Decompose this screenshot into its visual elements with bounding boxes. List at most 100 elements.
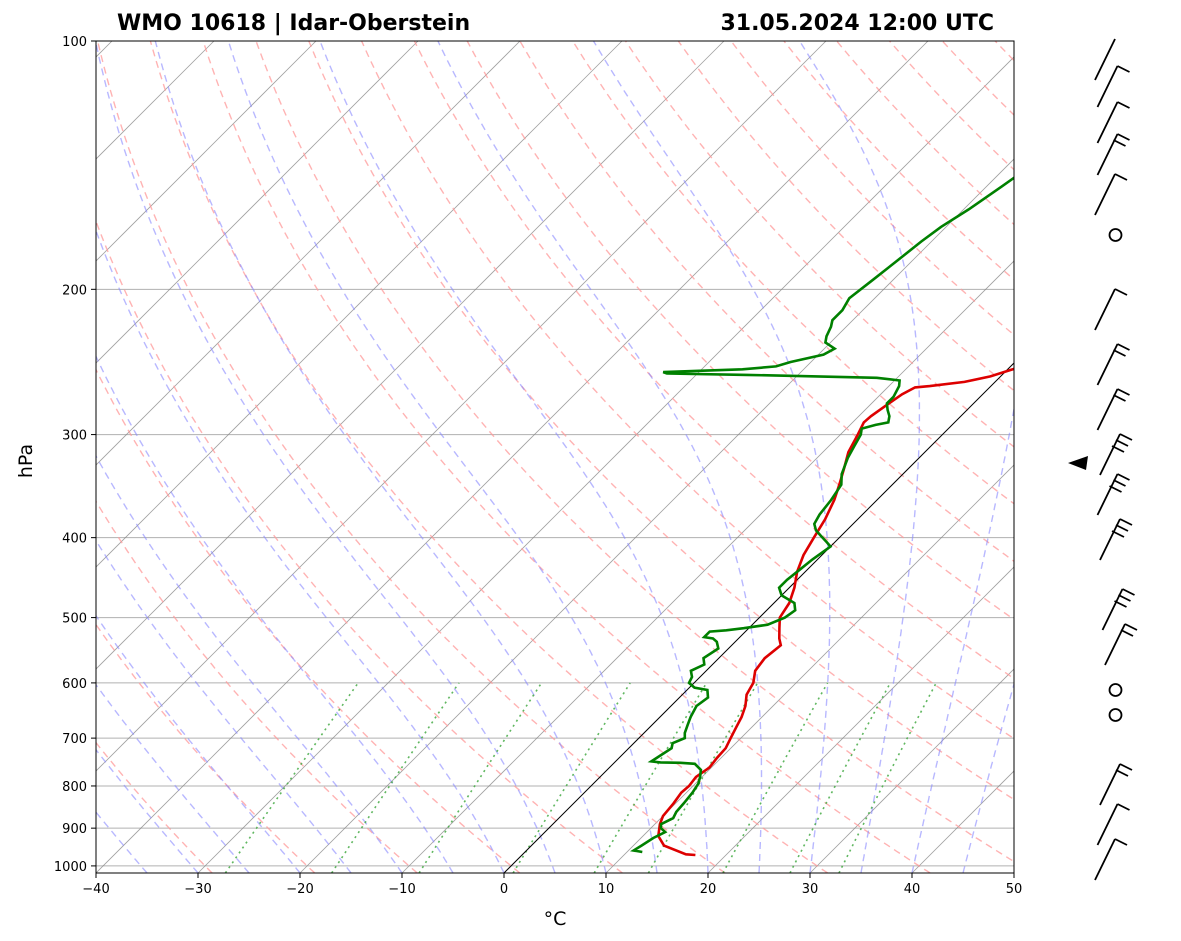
isotherm-line <box>96 41 521 466</box>
mixing-ratio-lines <box>224 682 937 873</box>
isotherm-line <box>96 41 419 364</box>
wind-barb-flag <box>1114 173 1128 181</box>
moist-adiabats <box>96 41 1014 873</box>
temperature-trace <box>656 367 1014 857</box>
wind-barb-flag <box>1114 288 1128 296</box>
y-tick-label: 900 <box>62 822 87 837</box>
dry-adiabat-line <box>360 41 1014 740</box>
isotherm-line <box>707 566 1014 873</box>
moist-adiabat-line <box>96 228 505 873</box>
x-tick-label: −20 <box>286 882 313 897</box>
y-tick-label: 500 <box>62 612 87 627</box>
isotherm-line <box>0 41 10 873</box>
chart-title-station: WMO 10618 | Idar-Oberstein <box>117 11 470 36</box>
wind-barb-shaft <box>1096 803 1119 846</box>
x-tick-label: 20 <box>700 882 717 897</box>
y-tick-label: 700 <box>62 732 87 747</box>
moist-adiabat-line <box>96 41 556 873</box>
dry-adiabat-line <box>149 41 828 873</box>
wind-barb-flag <box>1117 65 1130 73</box>
x-tick-label: −40 <box>82 882 109 897</box>
wind-barb-flag <box>1119 763 1133 771</box>
wind-barb-flag <box>1117 803 1130 811</box>
isotherm-line <box>401 260 1014 873</box>
wind-barb-flag <box>1113 349 1126 357</box>
isotherm-line <box>299 158 1014 873</box>
wind-barb-flag <box>1113 479 1126 487</box>
wind-barb-shaft <box>1096 65 1119 108</box>
dewpoint-trace <box>630 176 1014 854</box>
calm-wind-circle <box>1108 683 1123 697</box>
x-tick-label: −10 <box>388 882 415 897</box>
moist-adiabat-line <box>962 681 1014 873</box>
wind-barb-flag <box>1114 600 1127 608</box>
wind-barb-shaft <box>1094 288 1116 331</box>
y-tick-label: 1000 <box>54 860 87 875</box>
moist-adiabat-line <box>592 41 831 873</box>
mixing-ratio-line <box>593 682 708 873</box>
mixing-ratio-line <box>418 682 543 873</box>
y-tick-label: 200 <box>62 283 87 298</box>
wind-barb-flag <box>1111 445 1125 453</box>
wind-barb-flag <box>1117 133 1130 141</box>
wind-barb-shaft <box>1094 38 1116 81</box>
wind-barb-shaft <box>1094 838 1116 881</box>
skewed-isotherms <box>0 41 1014 873</box>
dry-adiabat-line <box>572 41 1014 505</box>
dry-adiabat-line <box>96 219 623 873</box>
moist-adiabat-line <box>96 454 403 873</box>
wind-barbs <box>1068 38 1138 881</box>
y-axis-ticks: 1000 900 800 700 600 500 400 300 200 100 <box>54 35 96 875</box>
isotherm-line <box>605 464 1014 873</box>
x-tick-label: 10 <box>598 882 615 897</box>
isotherm-line <box>96 41 929 873</box>
isotherm-line <box>1013 872 1014 873</box>
wind-barb-flag <box>1113 394 1126 402</box>
isotherm-line <box>96 41 623 568</box>
wind-barb-flag <box>1109 485 1122 493</box>
y-tick-label: 600 <box>62 677 87 692</box>
moist-adiabat-line <box>154 41 607 873</box>
dry-adiabat-line <box>96 623 316 873</box>
dry-adiabat-line <box>202 41 931 873</box>
wind-barb-flag <box>1115 524 1129 532</box>
x-tick-label: −30 <box>184 882 211 897</box>
moist-adiabat-line <box>799 41 921 873</box>
moist-adiabat-line <box>319 41 709 873</box>
moist-adiabat-line <box>437 41 763 873</box>
dry-adiabat-line <box>255 41 1014 863</box>
y-tick-label: 300 <box>62 429 87 444</box>
wind-barb-flag <box>1122 588 1135 596</box>
moist-adiabat-line <box>96 614 301 873</box>
x-tick-label: 40 <box>904 882 921 897</box>
x-axis-ticks: −40 −30 −20 −10 0 10 20 30 40 50 <box>82 873 1022 897</box>
moist-adiabat-line <box>96 811 148 873</box>
isotherm-line <box>96 41 317 262</box>
calm-wind-circle <box>1108 708 1123 722</box>
wind-barb-flag <box>1117 101 1130 109</box>
wind-barb-flag <box>1113 139 1126 147</box>
mixing-ratio-line <box>331 682 460 873</box>
mixing-ratio-line <box>512 682 631 873</box>
zero-isotherm <box>503 362 1014 873</box>
mixing-ratio-line <box>838 682 937 873</box>
wind-barb-flag <box>1111 530 1125 538</box>
wind-barb-flag <box>1117 388 1130 396</box>
moist-adiabat-line <box>1013 870 1014 873</box>
wind-barb-flag <box>1120 629 1134 637</box>
y-tick-label: 400 <box>62 532 87 547</box>
isotherm-line <box>809 668 1014 873</box>
x-tick-label: 30 <box>802 882 819 897</box>
moist-adiabat-line <box>96 539 352 873</box>
y-axis-label: hPa <box>15 444 37 478</box>
wind-barb-flag <box>1119 433 1133 441</box>
isotherm-line <box>197 56 1014 873</box>
x-tick-label: 0 <box>500 882 508 897</box>
y-tick-label: 800 <box>62 780 87 795</box>
wind-barb-flag <box>1124 623 1138 631</box>
wind-barb-shaft <box>1094 173 1116 216</box>
dry-adiabat-line <box>677 41 1014 392</box>
isotherm-line <box>96 41 725 670</box>
x-tick-label: 50 <box>1006 882 1023 897</box>
